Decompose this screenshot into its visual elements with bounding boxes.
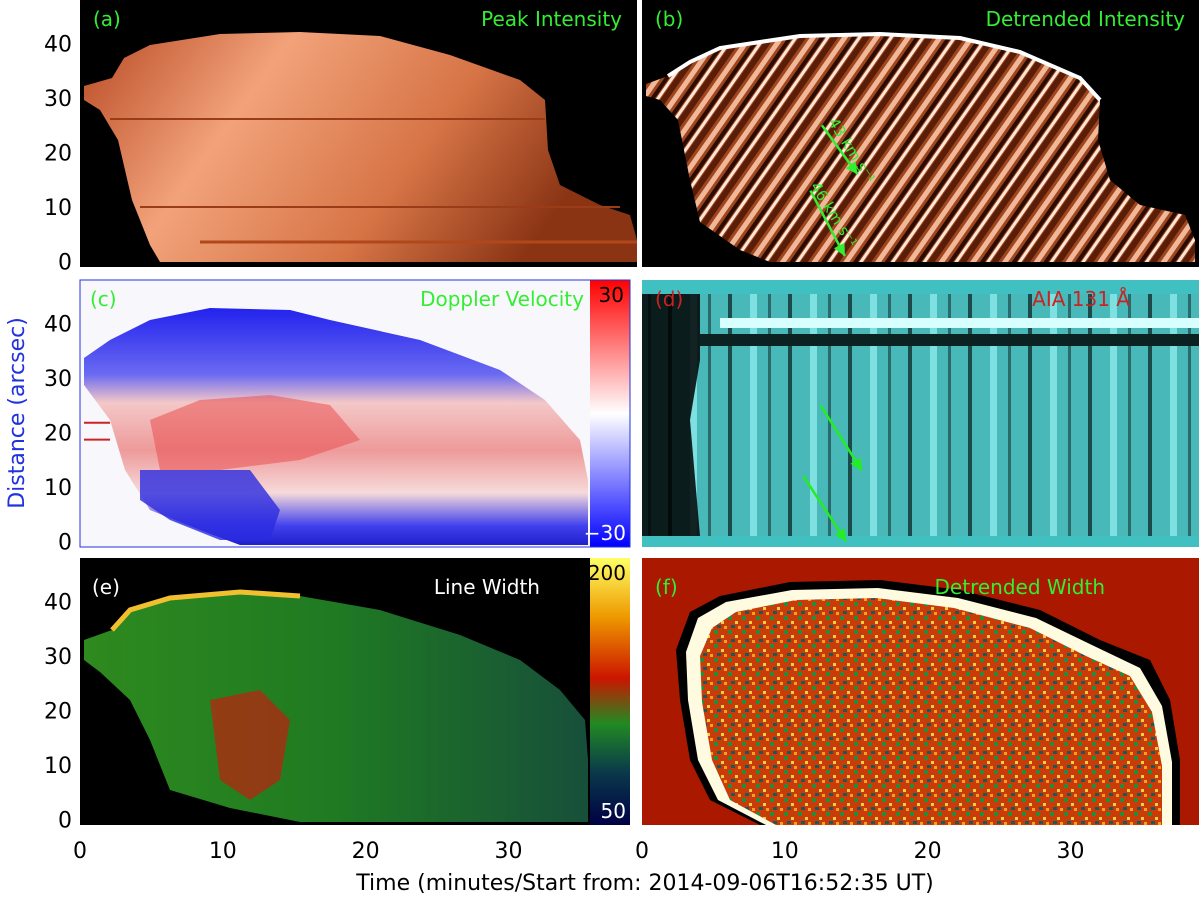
panel-d-label: (d) — [655, 287, 683, 311]
y-tick-label-top-3: 30 — [44, 87, 72, 112]
x-tick-label-left-1: 10 — [209, 839, 237, 864]
x-tick-labels: 0 10 20 30 0 10 20 30 — [73, 839, 1084, 864]
x-axis-title: Time (minutes/Start from: 2014-09-06T16:… — [355, 871, 933, 896]
x-tick-label-right-0: 0 — [635, 839, 649, 864]
panel-d-arrowhead-1 — [834, 528, 847, 542]
panel-d-dark-band — [700, 334, 1199, 346]
panel-a-emission — [84, 32, 637, 262]
panel-d-title: AIA 131 Å — [1032, 287, 1130, 311]
panel-e: (e) Line Width 200 50 — [80, 558, 630, 825]
y-tick-label-bottom-3: 30 — [44, 645, 72, 670]
panel-c: (c) Doppler Velocity 30 −30 — [79, 279, 631, 548]
panel-e-emission — [84, 592, 588, 822]
y-tick-label-bottom-0: 0 — [58, 809, 72, 834]
panel-b-arrowhead-0 — [845, 161, 858, 175]
y-axis-title: Distance (arcsec) — [5, 317, 30, 509]
panel-d-arrow-1 — [802, 475, 848, 543]
panel-b-edge — [666, 31, 1102, 102]
panel-c-title: Doppler Velocity — [420, 287, 584, 311]
x-tick-label-right-1: 10 — [771, 839, 799, 864]
y-tick-label-bottom-2: 20 — [44, 700, 72, 725]
panel-b: (b) Detrended Intensity 43 km s⁻¹ 46 km … — [642, 0, 1199, 267]
x-tick-label-left-0: 0 — [73, 839, 87, 864]
panel-e-title: Line Width — [434, 575, 540, 599]
panel-a: (a) Peak Intensity — [80, 0, 637, 267]
panel-e-colorbar-min: 50 — [601, 799, 626, 823]
x-tick-label-right-2: 20 — [914, 839, 942, 864]
panel-e-red-core — [210, 690, 290, 800]
panel-c-redshift-core — [150, 395, 360, 470]
panel-d-bright-band — [720, 318, 1199, 328]
y-tick-label-top-2: 20 — [44, 142, 72, 167]
y-tick-label-top-4: 40 — [44, 33, 72, 58]
y-tick-label-bottom-4: 40 — [44, 591, 72, 616]
y-tick-label-top-0: 0 — [58, 251, 72, 276]
y-tick-label-middle-2: 20 — [44, 422, 72, 447]
panel-b-label: (b) — [655, 7, 683, 31]
panel-d-arrowhead-0 — [850, 457, 862, 471]
panel-d-bottom-band — [642, 536, 1199, 547]
panel-b-arrow-1 — [809, 190, 846, 257]
y-tick-label-middle-3: 30 — [44, 367, 72, 392]
y-tick-label-bottom-1: 10 — [44, 754, 72, 779]
panel-c-label: (c) — [90, 287, 117, 311]
panel-e-colorbar — [590, 558, 630, 825]
panel-d-arrow-0 — [819, 404, 863, 472]
panel-d-top-band — [642, 280, 1199, 294]
panel-e-label: (e) — [92, 575, 120, 599]
x-tick-label-left-3: 30 — [494, 839, 522, 864]
panel-c-colorbar-min: −30 — [584, 521, 626, 545]
panel-f-title: Detrended Width — [935, 575, 1105, 599]
panel-c-markers — [84, 421, 110, 441]
y-tick-label-middle-4: 40 — [44, 313, 72, 338]
y-tick-label-middle-1: 10 — [44, 476, 72, 501]
panel-c-colorbar-max: 30 — [599, 283, 624, 307]
panel-e-bright-rim — [110, 589, 301, 632]
panel-c-frame — [79, 279, 631, 548]
y-tick-label-top-1: 10 — [44, 196, 72, 221]
panel-d: (d) AIA 131 Å — [642, 280, 1199, 547]
panel-f-emission — [700, 598, 1162, 825]
x-tick-label-right-3: 30 — [1056, 839, 1084, 864]
panel-d-dark-left — [642, 294, 700, 536]
panel-a-label: (a) — [93, 7, 121, 31]
panel-c-colorbar — [590, 280, 630, 547]
panel-d-arrows — [802, 404, 863, 543]
panel-f: (f) Detrended Width — [642, 558, 1199, 825]
panel-e-colorbar-max: 200 — [588, 561, 626, 585]
y-tick-label-middle-0: 0 — [58, 531, 72, 556]
panel-a-title: Peak Intensity — [481, 7, 622, 31]
panel-b-title: Detrended Intensity — [986, 7, 1186, 31]
panel-b-emission — [646, 34, 1195, 262]
panel-b-arrowhead-1 — [833, 242, 845, 257]
panel-c-blue-bottom — [140, 470, 280, 540]
panel-b-arrows — [809, 124, 859, 257]
y-tick-labels: 0 10 20 30 40 0 10 20 30 40 0 10 20 30 40 — [44, 33, 72, 834]
panel-f-label: (f) — [655, 575, 678, 599]
x-tick-label-left-2: 20 — [352, 839, 380, 864]
